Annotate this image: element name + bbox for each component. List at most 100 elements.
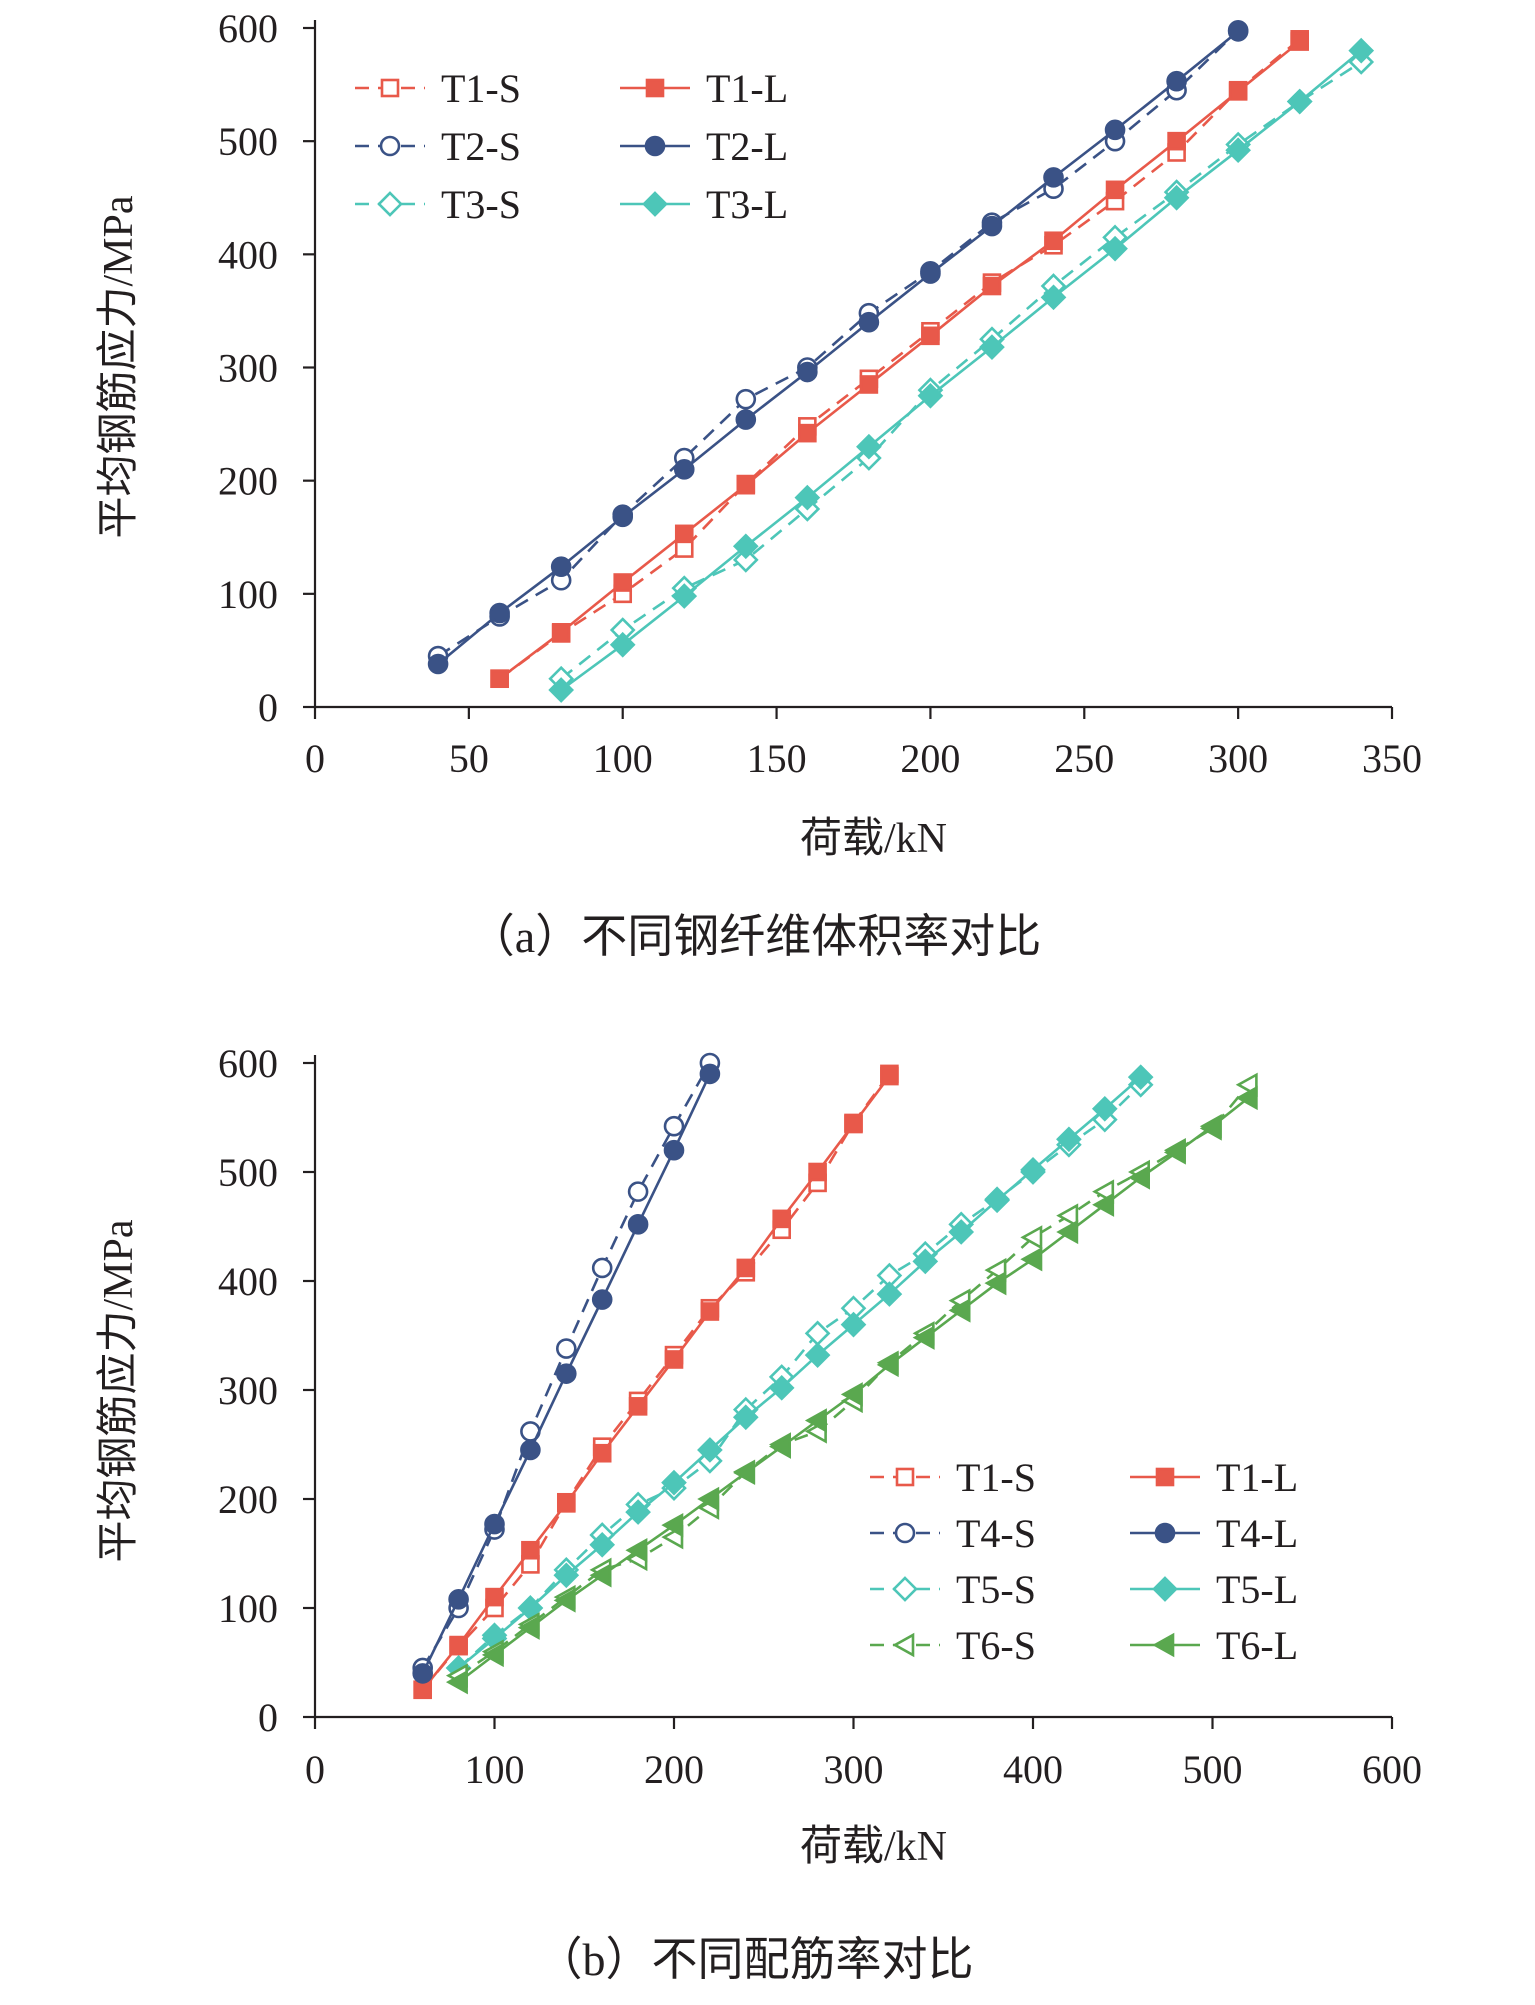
- chart-a-point-t2-l: [550, 556, 572, 577]
- chart-a-series-t2-l: [427, 21, 1249, 675]
- chart-a-legend-item-t3-s: T3-S: [355, 182, 521, 227]
- chart-b-point-t1-l: [521, 1540, 540, 1560]
- chart-a-point-t3-l: [1163, 184, 1190, 211]
- chart-a-point-t1-l: [674, 524, 694, 544]
- chart-b-y-tick-label: 200: [218, 1477, 278, 1522]
- chart-b-point-t1-l: [880, 1066, 899, 1086]
- chart-b-legend-label: T6-L: [1216, 1623, 1298, 1668]
- chart-a-point-t3-l: [917, 382, 944, 409]
- chart-b-legend-swatch-marker: [892, 1576, 918, 1602]
- chart-a-y-tick-label: 200: [218, 459, 278, 504]
- chart-b-point-t5-l: [768, 1374, 795, 1401]
- chart-b-legend-swatch-marker: [1154, 1522, 1176, 1544]
- chart-a-legend-swatch-marker: [379, 135, 401, 157]
- chart-a-legend-label: T2-L: [706, 124, 788, 169]
- chart-b-point-t5-l: [661, 1469, 687, 1496]
- chart-b-point-t1-l: [592, 1443, 612, 1463]
- chart-a-point-t3-l: [671, 583, 698, 609]
- chart-b-point-t6-l: [876, 1352, 899, 1378]
- chart-a-point-t1-l: [490, 669, 509, 689]
- chart-b-point-t6-l: [517, 1615, 540, 1640]
- chart-b-point-t1-l: [628, 1397, 648, 1416]
- chart-b-legend-item-t1-l: T1-L: [1130, 1455, 1298, 1500]
- chart-b-point-t6-l: [1056, 1219, 1079, 1245]
- chart-a-y-tick-label: 600: [218, 6, 278, 51]
- chart-a-x-tick-label: 350: [1362, 736, 1422, 781]
- chart-b-point-t4-s: [591, 1257, 613, 1279]
- chart-b-legend-item-t6-s: T6-S: [870, 1623, 1036, 1668]
- chart-b-legend-item-t1-s: T1-S: [870, 1455, 1036, 1500]
- chart-b-point-t5-l: [697, 1437, 723, 1463]
- chart-a-point-t3-l: [609, 631, 636, 658]
- chart-a-x-tick-label: 100: [593, 736, 653, 781]
- chart-a-point-t3-l: [1348, 37, 1375, 64]
- chart-b-point-t1-l: [772, 1209, 792, 1229]
- chart-b-y-axis-label: 平均钢筋应力/MPa: [95, 1219, 142, 1562]
- chart-b-point-t5-l: [1056, 1126, 1082, 1153]
- chart-b-point-t1-l: [736, 1258, 756, 1278]
- chart-a-point-t3-l: [548, 677, 575, 703]
- chart-b-legend-item-t4-l: T4-L: [1130, 1511, 1298, 1556]
- chart-b-point-t1-l: [413, 1680, 433, 1700]
- chart-a-x-tick-label: 250: [1054, 736, 1114, 781]
- chart-a: 0 50 100 150 200 250 300 350 0 100 200 300 400 500 600…: [95, 6, 1422, 962]
- chart-b-point-t4-l: [627, 1214, 649, 1235]
- chart-b-point-t5-l: [984, 1187, 1010, 1214]
- chart-b-x-tick-label: 500: [1183, 1747, 1243, 1792]
- chart-b-series-t4-l: [412, 1063, 721, 1684]
- chart-a-point-t2-l: [427, 653, 449, 675]
- chart-b-line-t6-s: [457, 1083, 1250, 1677]
- chart-a-point-t1-l: [1228, 82, 1248, 101]
- chart-b-point-t4-l: [520, 1439, 541, 1461]
- chart-a-y-axis-label: 平均钢筋应力/MPa: [95, 195, 142, 538]
- chart-a-point-t3-l: [1286, 88, 1313, 115]
- chart-a-legend-item-t2-l: T2-L: [620, 124, 788, 169]
- chart-b-point-t6-l: [912, 1325, 935, 1350]
- chart-b-legend-label: T1-L: [1216, 1455, 1298, 1500]
- chart-a-line-t2-s: [437, 29, 1240, 658]
- chart-b-legend-item-t4-s: T4-S: [870, 1511, 1036, 1556]
- chart-a-point-t2-l: [673, 459, 695, 480]
- chart-b-legend-swatch-marker: [1152, 1632, 1175, 1658]
- chart-b-point-t6-s: [1056, 1203, 1079, 1228]
- chart-b-legend: T1-S T1-L T4-S T4-L T5-S T5-L T6-S T6-L: [870, 1455, 1298, 1668]
- chart-b-legend-item-t6-l: T6-L: [1130, 1623, 1298, 1668]
- chart-a-point-t2-s: [735, 388, 757, 410]
- chart-a-legend-swatch-marker: [644, 135, 666, 157]
- chart-b-point-t4-l: [412, 1663, 434, 1684]
- chart-b-point-t5-l: [589, 1531, 616, 1558]
- chart-a-legend-swatch-marker: [645, 78, 665, 98]
- chart-b-point-t1-l: [844, 1114, 863, 1134]
- chart-a-point-t2-l: [797, 361, 818, 383]
- chart-b-legend-label: T4-L: [1216, 1511, 1298, 1556]
- chart-b-point-t5-l: [732, 1404, 759, 1431]
- chart-b-x-axis-label: 荷载/kN: [800, 1824, 947, 1870]
- chart-b-y-tick-label: 600: [218, 1041, 278, 1086]
- chart-b-y-tick-label: 100: [218, 1586, 278, 1631]
- chart-b-point-t5-l: [625, 1499, 651, 1525]
- chart-a-point-t3-l: [856, 433, 882, 460]
- chart-b-legend-label: T5-L: [1216, 1567, 1298, 1612]
- chart-a-line-t1-s: [498, 38, 1301, 680]
- chart-b-point-t6-l: [1128, 1165, 1150, 1190]
- chart-a-point-t3-l: [794, 484, 821, 511]
- chart-b-caption: （b）不同配筋率对比: [537, 1934, 974, 1985]
- chart-b-y-tick-label: 500: [218, 1150, 278, 1195]
- chart-b-point-t6-l: [1199, 1114, 1222, 1139]
- chart-a-y-tick-label: 100: [218, 572, 278, 617]
- chart-b-point-t4-l: [699, 1063, 721, 1085]
- chart-a-legend-item-t1-s: T1-S: [355, 66, 521, 111]
- chart-b-point-t5-l: [804, 1342, 831, 1368]
- chart-b-legend-item-t5-l: T5-L: [1130, 1567, 1298, 1612]
- chart-a-point-t3-l: [1102, 235, 1128, 262]
- chart-b-legend-swatch-marker: [892, 1632, 915, 1658]
- chart-b-legend-label: T1-S: [956, 1455, 1036, 1500]
- chart-b-legend-swatch-marker: [895, 1467, 915, 1487]
- chart-b-point-t5-l: [840, 1311, 867, 1338]
- chart-b-point-t1-l: [808, 1162, 827, 1182]
- chart-a-legend-label: T3-S: [441, 182, 521, 227]
- chart-a-x-tick-label: 200: [900, 736, 960, 781]
- chart-a-line-t3-l: [560, 49, 1363, 692]
- chart-b-point-t5-l: [1020, 1156, 1046, 1183]
